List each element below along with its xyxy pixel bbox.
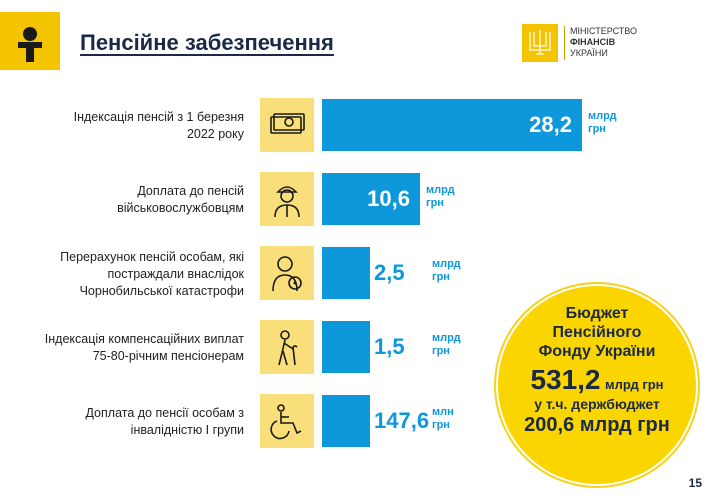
bar-unit-label: млн грн	[432, 406, 454, 432]
category-label-line: 2022 року	[186, 127, 244, 141]
bar-unit-line: грн	[432, 271, 450, 283]
chart-row: Індексація компенсаційних виплат 75-80-рі…	[0, 320, 720, 376]
ministry-divider	[564, 26, 565, 60]
category-label-line: Чорнобильської катастрофи	[79, 283, 244, 298]
budget-total-value: 531,2	[530, 364, 601, 395]
money-icon	[260, 98, 314, 152]
bar-value-label: 10,6	[367, 186, 410, 211]
bar-value-label: 28,2	[529, 112, 572, 137]
bar-value-label: 2,5	[374, 260, 405, 285]
bar-unit-line: млрд	[588, 110, 617, 122]
page-title: Пенсійне забезпечення	[80, 30, 334, 55]
ministry-line-2: ФІНАНСІВ	[570, 37, 616, 47]
logo-badge	[0, 12, 60, 70]
budget-circle: Бюджет Пенсійного Фонду України 531,2 мл…	[498, 286, 696, 484]
bar-unit-label: млрд грн	[432, 332, 461, 358]
category-label-line: Доплата до пенсії особам з	[85, 406, 244, 420]
category-label: Доплата до пенсій військовослужбовцям	[4, 172, 244, 228]
budget-sub-label: у т.ч. держбюджет	[534, 396, 660, 412]
bar-unit-line: млн	[432, 406, 454, 418]
budget-title-line-2: Пенсійного	[552, 324, 642, 341]
category-label: Перерахунок пенсій особам, які постраждал…	[4, 246, 244, 302]
wheelchair-icon	[260, 394, 314, 448]
ministry-line-3: УКРАЇНИ	[570, 48, 608, 58]
category-label-line: Перерахунок пенсій особам, які	[60, 249, 244, 264]
bar-unit-line: млрд	[432, 332, 461, 344]
category-label-line: Індексація пенсій з 1 березня	[73, 110, 244, 124]
bar-unit-line: грн	[426, 197, 444, 209]
chart-row: Індексація пенсій з 1 березня 2022 року 28…	[0, 98, 720, 154]
bar-unit-line: грн	[432, 345, 450, 357]
bar-unit-line: грн	[588, 123, 606, 135]
bar-unit-label: млрд грн	[588, 110, 617, 136]
bar-unit-line: млрд	[426, 184, 455, 196]
category-label: Індексація компенсаційних виплат 75-80-рі…	[4, 320, 244, 376]
budget-total: 531,2 млрд грн	[498, 364, 696, 396]
category-label-line: військовослужбовцям	[117, 201, 244, 215]
bar: 147,6	[322, 395, 429, 447]
chart-row: Доплата до пенсії особам з інвалідністю І…	[0, 394, 720, 450]
bar-unit-label: млрд грн	[432, 258, 461, 284]
category-label: Доплата до пенсії особам з інвалідністю І…	[4, 394, 244, 450]
ministry-name: МІНІСТЕРСТВО ФІНАНСІВ УКРАЇНИ	[570, 26, 637, 59]
chart-row: Перерахунок пенсій особам, які постраждал…	[0, 246, 720, 302]
page-number: 15	[688, 476, 702, 490]
bar-unit-line: грн	[432, 419, 450, 431]
budget-title-line-1: Бюджет	[565, 305, 629, 322]
ministry-line-1: МІНІСТЕРСТВО	[570, 26, 638, 36]
category-label-line: інвалідністю І групи	[130, 423, 244, 437]
bar: 2,5	[322, 247, 405, 299]
soldier-icon	[260, 172, 314, 226]
budget-total-unit: млрд грн	[604, 377, 664, 392]
category-label-line: постраждали внаслідок	[107, 266, 245, 281]
category-label-line: Доплата до пенсій	[137, 184, 244, 198]
radiation-person-icon	[260, 246, 314, 300]
bar-value-label: 147,6	[374, 408, 430, 433]
category-label-line: 75-80-річним пенсіонерам	[92, 349, 244, 363]
elderly-person-icon	[260, 320, 314, 374]
bar-unit-line: млрд	[432, 258, 461, 270]
bar-unit-label: млрд грн	[426, 184, 455, 210]
budget-title: Бюджет Пенсійного Фонду України	[498, 304, 696, 361]
bar: 1,5	[322, 321, 405, 373]
chart-row: Доплата до пенсій військовослужбовцям 10,6…	[0, 172, 720, 228]
bar-value-label: 1,5	[374, 334, 405, 359]
bar: 10,6	[322, 173, 420, 225]
budget-sub-value: 200,6 млрд грн	[524, 414, 670, 436]
category-label: Індексація пенсій з 1 березня 2022 року	[4, 98, 244, 154]
trident-emblem-icon	[522, 24, 558, 62]
budget-title-line-3: Фонду України	[538, 343, 656, 360]
category-label-line: Індексація компенсаційних виплат	[44, 332, 244, 346]
bar: 28,2	[322, 99, 582, 151]
